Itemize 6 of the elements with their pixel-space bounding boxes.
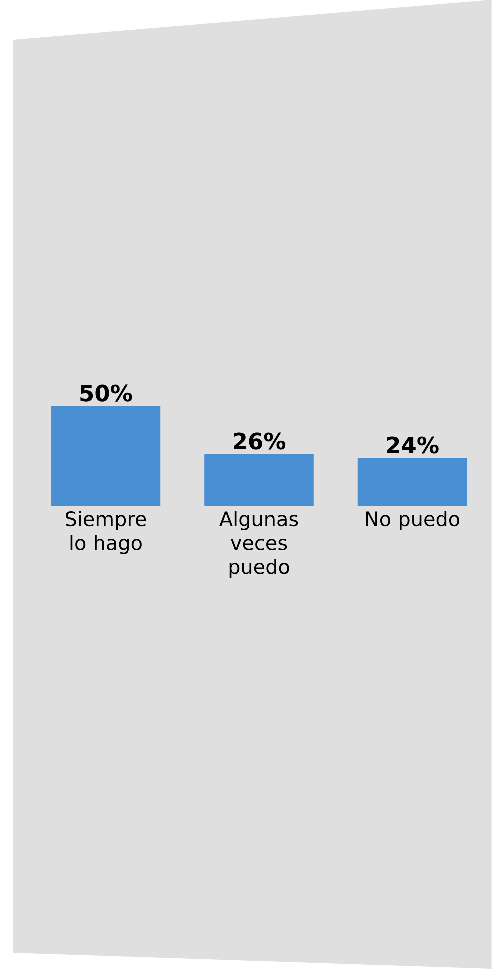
- x-tick-label: No puedo: [366, 511, 460, 530]
- data-label: 26%: [234, 432, 286, 450]
- x-tick-label: Siempre lo hago: [66, 511, 146, 554]
- data-label: 50%: [80, 384, 132, 402]
- data-label: 24%: [387, 436, 439, 454]
- x-tick-label: Algunas veces puedo: [220, 511, 298, 578]
